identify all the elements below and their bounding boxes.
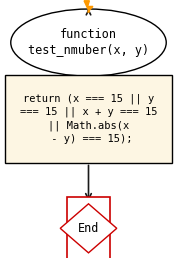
Polygon shape	[84, 1, 93, 12]
Polygon shape	[60, 204, 117, 253]
Text: return (x === 15 || y
=== 15 || x + y === 15
|| Math.abs(x
 - y) === 15);: return (x === 15 || y === 15 || x + y ==…	[20, 93, 157, 144]
Text: function: function	[60, 28, 117, 41]
Text: test_nmuber(x, y): test_nmuber(x, y)	[28, 44, 149, 57]
FancyBboxPatch shape	[5, 75, 172, 163]
Polygon shape	[67, 197, 110, 258]
Ellipse shape	[11, 9, 166, 76]
Text: End: End	[78, 222, 99, 235]
